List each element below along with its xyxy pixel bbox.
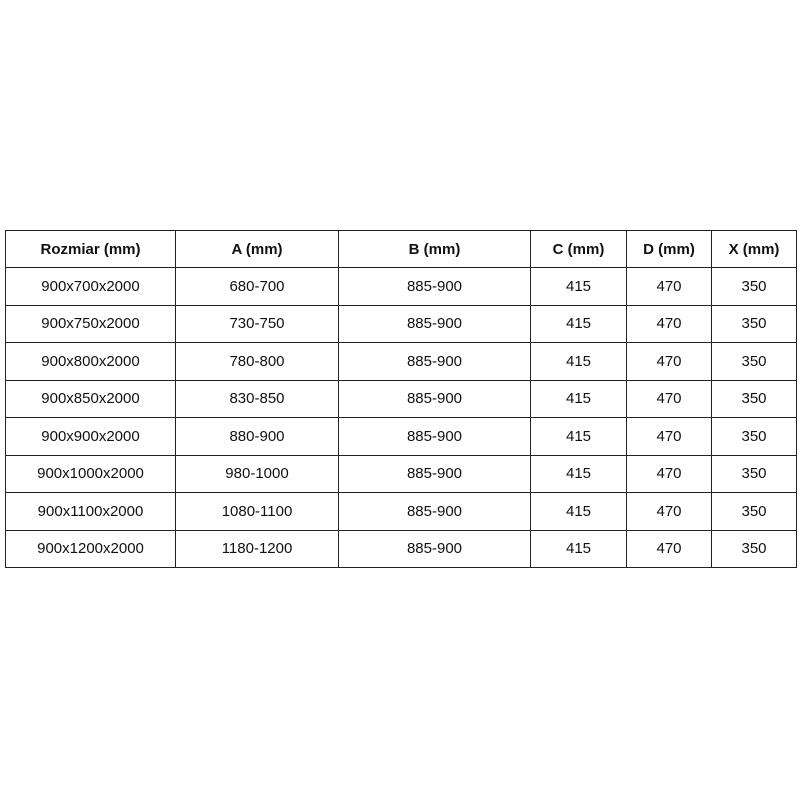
column-header-c: C (mm) — [530, 230, 627, 268]
cell-a: 1080-1100 — [175, 492, 339, 531]
table-row: 900x900x2000 880-900 885-900 415 470 350 — [5, 417, 797, 456]
cell-c: 415 — [530, 417, 627, 456]
cell-size: 900x700x2000 — [5, 267, 176, 306]
header-row: Rozmiar (mm) A (mm) B (mm) C (mm) D (mm) X (m… — [5, 230, 797, 268]
cell-c: 415 — [530, 304, 627, 343]
cell-b: 885-900 — [338, 492, 531, 531]
cell-a: 830-850 — [175, 379, 339, 418]
cell-x: 350 — [711, 492, 797, 531]
cell-x: 350 — [711, 454, 797, 493]
column-header-b: B (mm) — [338, 230, 531, 268]
cell-size: 900x850x2000 — [5, 379, 176, 418]
cell-b: 885-900 — [338, 304, 531, 343]
table-row: 900x1000x2000 980-1000 885-900 415 470 350 — [5, 454, 797, 493]
cell-d: 470 — [626, 454, 712, 493]
table-row: 900x1100x2000 1080-1100 885-900 415 470 350 — [5, 492, 797, 531]
cell-x: 350 — [711, 267, 797, 306]
cell-c: 415 — [530, 379, 627, 418]
cell-x: 350 — [711, 379, 797, 418]
cell-b: 885-900 — [338, 267, 531, 306]
column-header-a: A (mm) — [175, 230, 339, 268]
cell-d: 470 — [626, 417, 712, 456]
cell-size: 900x800x2000 — [5, 342, 176, 381]
cell-x: 350 — [711, 304, 797, 343]
cell-d: 470 — [626, 304, 712, 343]
cell-a: 980-1000 — [175, 454, 339, 493]
cell-a: 680-700 — [175, 267, 339, 306]
cell-b: 885-900 — [338, 342, 531, 381]
column-header-x: X (mm) — [711, 230, 797, 268]
cell-d: 470 — [626, 267, 712, 306]
table-row: 900x750x2000 730-750 885-900 415 470 350 — [5, 304, 797, 343]
cell-a: 780-800 — [175, 342, 339, 381]
cell-size: 900x750x2000 — [5, 304, 176, 343]
cell-size: 900x900x2000 — [5, 417, 176, 456]
cell-d: 470 — [626, 492, 712, 531]
cell-b: 885-900 — [338, 454, 531, 493]
cell-b: 885-900 — [338, 379, 531, 418]
column-header-d: D (mm) — [626, 230, 712, 268]
cell-b: 885-900 — [338, 529, 531, 568]
table-row: 900x850x2000 830-850 885-900 415 470 350 — [5, 379, 797, 418]
dimensions-table: Rozmiar (mm) A (mm) B (mm) C (mm) D (mm) X (m… — [5, 230, 797, 568]
table-row: 900x800x2000 780-800 885-900 415 470 350 — [5, 342, 797, 381]
cell-size: 900x1000x2000 — [5, 454, 176, 493]
table-row: 900x700x2000 680-700 885-900 415 470 350 — [5, 267, 797, 306]
cell-x: 350 — [711, 529, 797, 568]
cell-c: 415 — [530, 267, 627, 306]
cell-d: 470 — [626, 529, 712, 568]
cell-a: 730-750 — [175, 304, 339, 343]
cell-a: 880-900 — [175, 417, 339, 456]
cell-size: 900x1100x2000 — [5, 492, 176, 531]
cell-size: 900x1200x2000 — [5, 529, 176, 568]
cell-x: 350 — [711, 417, 797, 456]
column-header-size: Rozmiar (mm) — [5, 230, 176, 268]
cell-c: 415 — [530, 454, 627, 493]
cell-x: 350 — [711, 342, 797, 381]
cell-c: 415 — [530, 529, 627, 568]
cell-c: 415 — [530, 492, 627, 531]
cell-a: 1180-1200 — [175, 529, 339, 568]
cell-d: 470 — [626, 379, 712, 418]
cell-b: 885-900 — [338, 417, 531, 456]
table-row: 900x1200x2000 1180-1200 885-900 415 470 350 — [5, 529, 797, 568]
cell-c: 415 — [530, 342, 627, 381]
cell-d: 470 — [626, 342, 712, 381]
